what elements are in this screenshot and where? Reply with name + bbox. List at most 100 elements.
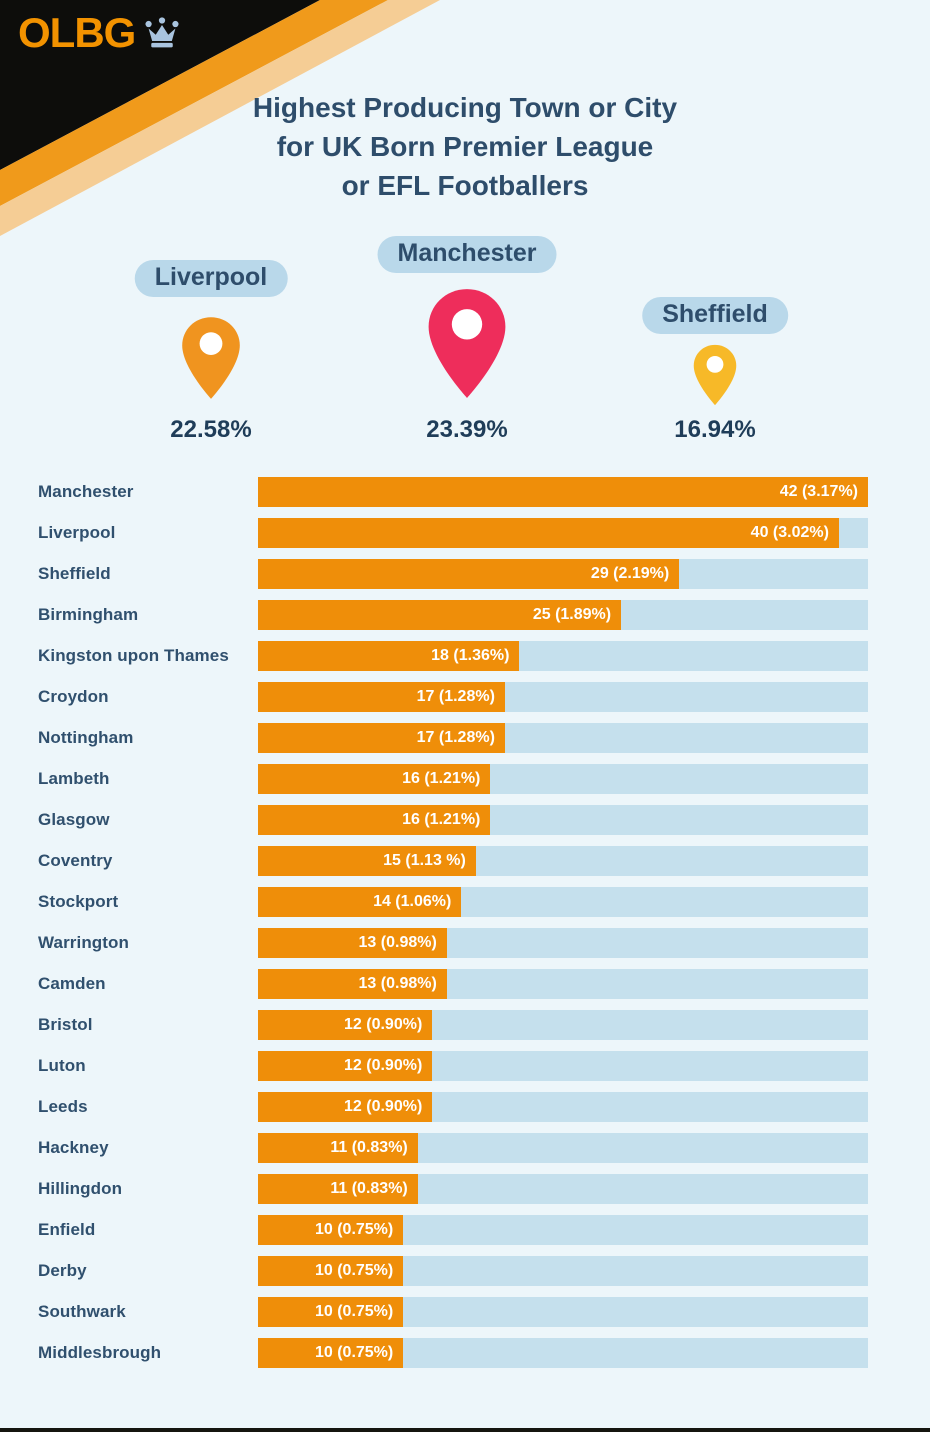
top-city-liverpool: Liverpool 22.58% — [101, 230, 321, 470]
bar-row-label: Stockport — [38, 892, 119, 911]
bar-value-label: 10 (0.75%) — [314, 1303, 394, 1320]
bar-value-label: 42 (3.17%) — [779, 483, 858, 500]
bar-row-label: Liverpool — [38, 523, 116, 542]
map-pin-icon — [692, 344, 738, 411]
top-city-sheffield: Sheffield 16.94% — [605, 230, 825, 470]
bar-track: 15 (1.13 %) — [258, 846, 868, 876]
bar-row-label: Enfield — [38, 1220, 96, 1239]
bar-track: 11 (0.83%) — [258, 1174, 868, 1204]
bar-value-label: 40 (3.02%) — [750, 524, 829, 541]
bar-value-label: 16 (1.21%) — [402, 811, 481, 828]
bar-fill: 16 (1.21%) — [258, 805, 491, 835]
bar-fill: 17 (1.28%) — [258, 682, 505, 712]
bar-fill: 18 (1.36%) — [258, 641, 520, 671]
bar-value-label: 16 (1.21%) — [402, 770, 481, 787]
bar-row-label: Hackney — [38, 1138, 109, 1157]
bar-row: Kingston upon Thames 18 (1.36%) — [38, 641, 868, 671]
bar-fill: 14 (1.06%) — [258, 887, 462, 917]
page-title: Highest Producing Town or City for UK Bo… — [0, 88, 930, 205]
bar-track: 25 (1.89%) — [258, 600, 868, 630]
bar-value-label: 29 (2.19%) — [590, 565, 670, 582]
bar-row-label: Nottingham — [38, 728, 134, 747]
bar-value-label: 17 (1.28%) — [416, 729, 495, 746]
brand-logo: OLBG — [18, 12, 182, 54]
bar-fill: 12 (0.90%) — [258, 1092, 433, 1122]
bar-row-label: Leeds — [38, 1097, 88, 1116]
bar-value-label: 10 (0.75%) — [314, 1262, 394, 1279]
bar-fill: 11 (0.83%) — [258, 1174, 418, 1204]
top-city-manchester: Manchester 23.39% — [357, 230, 577, 470]
bar-track: 10 (0.75%) — [258, 1256, 868, 1286]
bar-row: Croydon 17 (1.28%) — [38, 682, 868, 712]
bar-track: 12 (0.90%) — [258, 1010, 868, 1040]
bar-row: Hillingdon 11 (0.83%) — [38, 1174, 868, 1204]
title-line-1: Highest Producing Town or City — [252, 92, 678, 123]
bar-fill: 11 (0.83%) — [258, 1133, 418, 1163]
bar-track: 17 (1.28%) — [258, 723, 868, 753]
bar-row-label: Bristol — [38, 1015, 93, 1034]
bar-row: Leeds 12 (0.90%) — [38, 1092, 868, 1122]
city-label-pill: Liverpool — [134, 260, 288, 297]
bar-row: Lambeth 16 (1.21%) — [38, 764, 868, 794]
bar-row: Glasgow 16 (1.21%) — [38, 805, 868, 835]
title-line-2: for UK Born Premier League — [276, 131, 654, 162]
bar-track: 12 (0.90%) — [258, 1051, 868, 1081]
bar-fill: 42 (3.17%) — [258, 477, 868, 507]
bar-row-label: Sheffield — [38, 564, 111, 583]
bar-row: Sheffield 29 (2.19%) — [38, 559, 868, 589]
bar-fill: 10 (0.75%) — [258, 1256, 404, 1286]
bar-row: Nottingham 17 (1.28%) — [38, 723, 868, 753]
bar-value-label: 13 (0.98%) — [358, 934, 437, 951]
bar-row: Middlesbrough 10 (0.75%) — [38, 1338, 868, 1368]
bar-fill: 12 (0.90%) — [258, 1051, 433, 1081]
bar-row-label: Derby — [38, 1261, 87, 1280]
bar-fill: 25 (1.89%) — [258, 600, 622, 630]
bar-fill: 13 (0.98%) — [258, 928, 447, 958]
bar-value-label: 13 (0.98%) — [358, 975, 437, 992]
bar-track: 10 (0.75%) — [258, 1338, 868, 1368]
bar-row: Stockport 14 (1.06%) — [38, 887, 868, 917]
bar-value-label: 10 (0.75%) — [314, 1221, 394, 1238]
bar-row: Coventry 15 (1.13 %) — [38, 846, 868, 876]
bar-row: Luton 12 (0.90%) — [38, 1051, 868, 1081]
bar-row: Camden 13 (0.98%) — [38, 969, 868, 999]
bar-fill: 17 (1.28%) — [258, 723, 505, 753]
bar-track: 12 (0.90%) — [258, 1092, 868, 1122]
bar-track: 29 (2.19%) — [258, 559, 868, 589]
bar-value-label: 17 (1.28%) — [416, 688, 495, 705]
bar-track: 40 (3.02%) — [258, 518, 868, 548]
bar-track: 10 (0.75%) — [258, 1297, 868, 1327]
bar-row-label: Glasgow — [38, 810, 110, 829]
crown-icon — [142, 16, 182, 50]
city-percent: 16.94% — [674, 416, 756, 443]
bar-track: 16 (1.21%) — [258, 805, 868, 835]
bar-fill: 13 (0.98%) — [258, 969, 447, 999]
bar-track: 10 (0.75%) — [258, 1215, 868, 1245]
bar-row: Birmingham 25 (1.89%) — [38, 600, 868, 630]
bar-value-label: 11 (0.83%) — [330, 1180, 408, 1197]
city-label-pill: Manchester — [377, 236, 557, 273]
bar-track: 16 (1.21%) — [258, 764, 868, 794]
bar-fill: 40 (3.02%) — [258, 518, 839, 548]
city-percent: 23.39% — [426, 416, 508, 443]
bar-row-label: Southwark — [38, 1302, 126, 1321]
bar-row-label: Warrington — [38, 933, 130, 952]
bar-track: 42 (3.17%) — [258, 477, 868, 507]
logo-text: OLBG — [18, 9, 136, 56]
city-label-pill: Sheffield — [642, 297, 788, 334]
bar-track: 13 (0.98%) — [258, 969, 868, 999]
bar-fill: 10 (0.75%) — [258, 1338, 404, 1368]
bar-value-label: 12 (0.90%) — [344, 1098, 423, 1115]
bar-fill: 15 (1.13 %) — [258, 846, 476, 876]
bar-row-label: Middlesbrough — [38, 1343, 162, 1362]
bar-row: Manchester 42 (3.17%) — [38, 477, 868, 507]
bar-track: 17 (1.28%) — [258, 682, 868, 712]
map-pin-icon — [427, 287, 507, 405]
bar-track: 11 (0.83%) — [258, 1133, 868, 1163]
bar-fill: 10 (0.75%) — [258, 1215, 404, 1245]
bar-value-label: 15 (1.13 %) — [383, 852, 466, 869]
bar-value-label: 18 (1.36%) — [431, 647, 510, 664]
title-line-3: or EFL Footballers — [341, 170, 589, 201]
bar-row: Enfield 10 (0.75%) — [38, 1215, 868, 1245]
